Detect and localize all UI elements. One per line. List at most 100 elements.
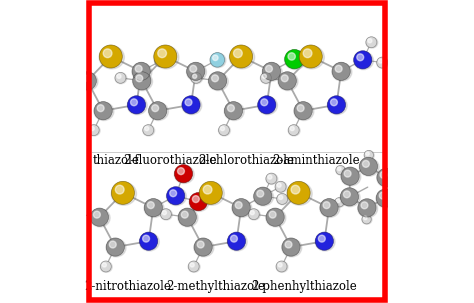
Circle shape [91, 208, 109, 226]
Circle shape [158, 49, 166, 58]
Circle shape [337, 167, 341, 171]
Ellipse shape [106, 239, 126, 257]
Circle shape [115, 72, 126, 83]
Circle shape [303, 49, 312, 58]
Ellipse shape [366, 37, 378, 48]
Ellipse shape [99, 46, 124, 69]
Circle shape [279, 195, 283, 199]
Ellipse shape [115, 73, 127, 84]
Circle shape [130, 99, 137, 106]
Ellipse shape [335, 198, 345, 207]
Ellipse shape [133, 72, 153, 91]
Circle shape [299, 45, 322, 68]
Circle shape [197, 241, 204, 248]
Ellipse shape [148, 102, 168, 121]
Ellipse shape [60, 73, 73, 84]
Circle shape [234, 49, 242, 58]
Circle shape [361, 202, 368, 209]
Circle shape [174, 165, 192, 183]
Ellipse shape [166, 188, 186, 206]
Ellipse shape [364, 151, 374, 160]
Circle shape [358, 199, 376, 217]
Ellipse shape [299, 46, 324, 69]
Circle shape [149, 102, 167, 120]
Circle shape [188, 261, 199, 272]
Circle shape [219, 125, 229, 135]
Circle shape [115, 185, 124, 194]
Circle shape [61, 72, 72, 83]
Ellipse shape [174, 165, 194, 184]
Ellipse shape [194, 239, 214, 257]
Circle shape [157, 58, 161, 62]
Ellipse shape [254, 188, 273, 206]
Ellipse shape [94, 102, 114, 121]
Ellipse shape [78, 72, 98, 91]
Circle shape [152, 105, 159, 112]
Circle shape [100, 261, 111, 272]
Circle shape [390, 199, 400, 209]
Circle shape [291, 185, 300, 194]
Ellipse shape [143, 125, 155, 136]
Circle shape [117, 74, 121, 78]
Circle shape [275, 181, 286, 192]
Ellipse shape [224, 102, 244, 121]
Circle shape [263, 62, 281, 80]
Ellipse shape [294, 102, 314, 121]
Circle shape [220, 127, 225, 131]
Ellipse shape [288, 125, 300, 136]
Circle shape [181, 211, 188, 218]
Circle shape [377, 57, 388, 68]
Ellipse shape [266, 209, 286, 227]
Ellipse shape [277, 194, 289, 205]
Circle shape [170, 190, 177, 197]
Circle shape [135, 65, 142, 72]
Circle shape [62, 74, 66, 78]
Ellipse shape [73, 209, 84, 220]
Circle shape [392, 201, 395, 205]
Circle shape [230, 235, 237, 242]
Circle shape [143, 125, 154, 135]
Text: 2-fluorothiazole: 2-fluorothiazole [124, 154, 217, 167]
Ellipse shape [390, 200, 401, 209]
Circle shape [194, 238, 212, 256]
Ellipse shape [377, 169, 397, 187]
Circle shape [143, 235, 149, 242]
Circle shape [229, 45, 253, 68]
Circle shape [147, 202, 154, 208]
Circle shape [82, 75, 88, 82]
Ellipse shape [229, 46, 255, 69]
Circle shape [336, 199, 340, 203]
Circle shape [268, 175, 272, 179]
Ellipse shape [376, 190, 396, 208]
Ellipse shape [132, 63, 152, 81]
Ellipse shape [340, 188, 360, 207]
Circle shape [266, 173, 277, 184]
Circle shape [261, 99, 268, 106]
Ellipse shape [275, 182, 287, 193]
Circle shape [343, 191, 350, 198]
Circle shape [132, 62, 150, 80]
Ellipse shape [88, 125, 100, 136]
Ellipse shape [178, 209, 198, 227]
Circle shape [320, 198, 338, 217]
Circle shape [97, 105, 104, 112]
Circle shape [144, 198, 163, 217]
Circle shape [232, 198, 250, 217]
Circle shape [363, 160, 369, 167]
Circle shape [335, 65, 342, 72]
Ellipse shape [154, 46, 179, 69]
Circle shape [257, 190, 264, 197]
Circle shape [154, 45, 177, 68]
Ellipse shape [332, 63, 352, 81]
Text: 2-chlorothiazole: 2-chlorothiazole [198, 154, 294, 167]
Circle shape [73, 209, 83, 220]
Ellipse shape [90, 209, 110, 227]
Ellipse shape [188, 261, 200, 272]
Circle shape [269, 211, 276, 218]
Circle shape [297, 105, 304, 112]
Circle shape [344, 170, 351, 177]
Circle shape [99, 45, 122, 68]
Ellipse shape [278, 72, 298, 91]
Circle shape [155, 56, 166, 67]
Ellipse shape [248, 209, 260, 220]
